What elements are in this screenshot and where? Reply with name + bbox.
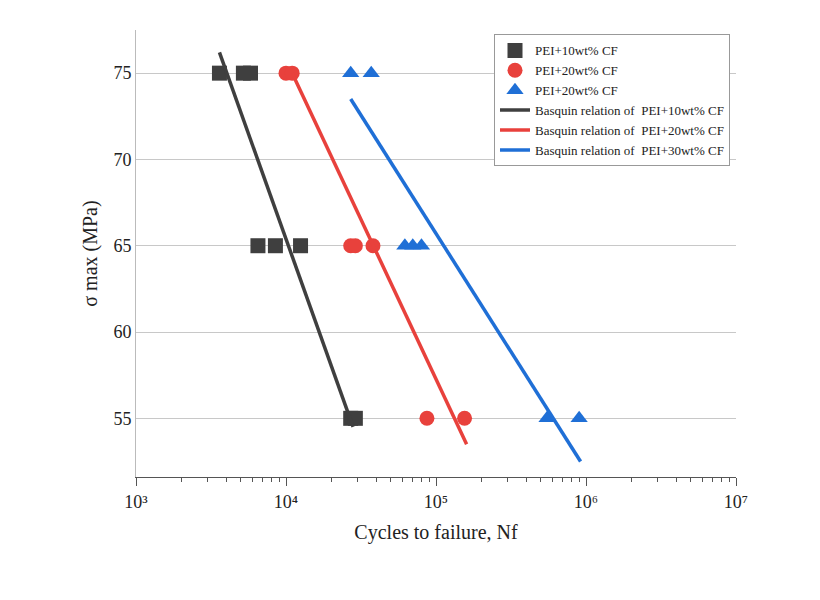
svg-text:PEI+20wt% CF: PEI+20wt% CF xyxy=(535,63,618,78)
svg-text:65: 65 xyxy=(113,236,131,256)
svg-text:10⁶: 10⁶ xyxy=(574,492,598,512)
svg-text:55: 55 xyxy=(113,409,131,429)
svg-text:60: 60 xyxy=(113,322,131,342)
svg-text:Basquin relation of PEI+30wt%: Basquin relation of PEI+30wt% CF xyxy=(535,143,724,158)
svg-text:10³: 10³ xyxy=(124,492,148,512)
svg-text:10⁴: 10⁴ xyxy=(274,492,298,512)
svg-text:75: 75 xyxy=(113,63,131,83)
svg-text:σ max (MPa): σ max (MPa) xyxy=(79,200,102,306)
svg-text:Cycles to failure, Nf: Cycles to failure, Nf xyxy=(354,521,518,544)
svg-text:PEI+10wt% CF: PEI+10wt% CF xyxy=(535,43,618,58)
svg-text:PEI+20wt% CF: PEI+20wt% CF xyxy=(535,83,618,98)
svg-text:Basquin relation of PEI+10wt%: Basquin relation of PEI+10wt% CF xyxy=(535,103,724,118)
svg-text:10⁵: 10⁵ xyxy=(424,492,448,512)
svg-text:70: 70 xyxy=(113,150,131,170)
svg-text:Basquin relation of PEI+20wt%: Basquin relation of PEI+20wt% CF xyxy=(535,123,724,138)
svg-text:10⁷: 10⁷ xyxy=(724,492,748,512)
